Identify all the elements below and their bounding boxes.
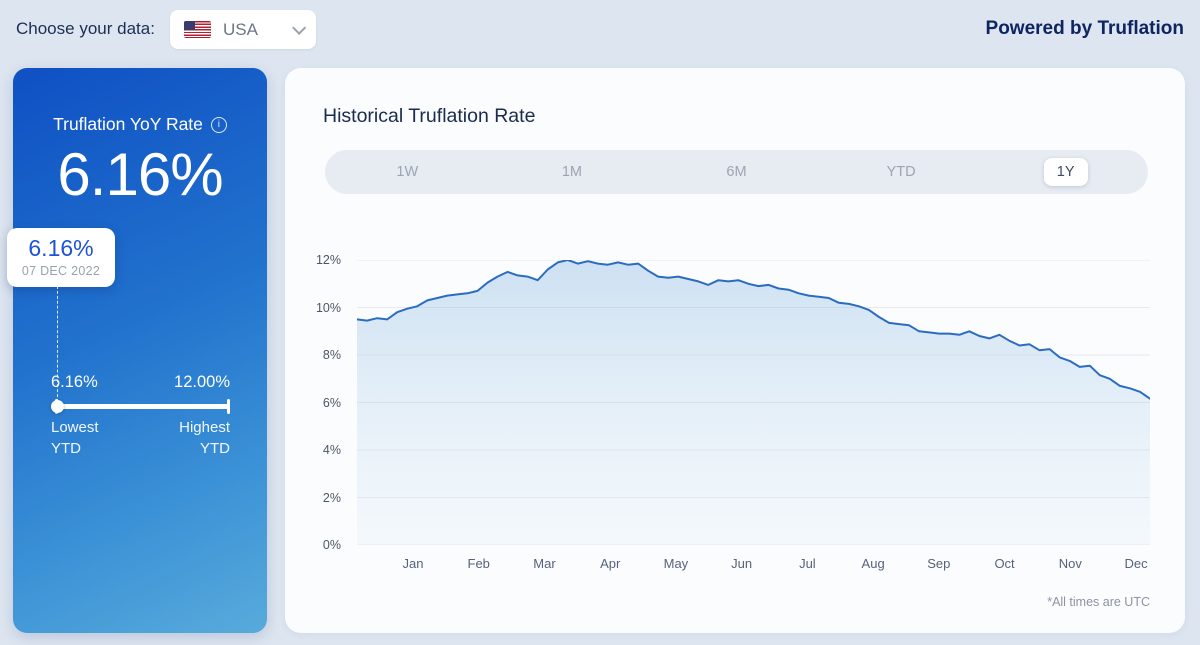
y-axis-label: 4% (322, 443, 341, 457)
yoy-card-title: Truflation YoY Rate (53, 114, 203, 134)
tooltip-dashed-connector (57, 286, 58, 402)
range-low-caption-line2: YTD (51, 440, 81, 457)
y-axis-label: 10% (315, 300, 341, 315)
range-low-caption: Lowest YTD (51, 417, 99, 459)
rate-area-fill (357, 260, 1150, 545)
y-axis-label: 6% (322, 395, 341, 410)
tab-label: 1W (396, 164, 419, 180)
x-axis-label: Jan (402, 556, 424, 571)
chevron-down-icon (292, 20, 307, 35)
tab-1w[interactable]: 1W (325, 150, 490, 194)
y-axis-label: 0% (322, 538, 341, 552)
y-axis: 12% 10% 8% 6% 4% 2% 0% (285, 253, 349, 552)
chart-title: Historical Truflation Rate (323, 105, 536, 127)
utc-footnote: *All times are UTC (1047, 595, 1150, 609)
tab-6m[interactable]: 6M (654, 150, 819, 194)
country-dropdown-value: USA (223, 19, 258, 39)
x-axis-label: Apr (600, 556, 621, 571)
top-bar: Choose your data: USA Powered by Truflat… (0, 0, 1200, 60)
info-icon[interactable]: i (210, 116, 227, 133)
tab-label: YTD (886, 164, 916, 180)
y-axis-label: 8% (322, 348, 341, 362)
x-axis-label: May (663, 556, 689, 571)
range-low-value: 6.16% (51, 373, 98, 391)
rate-area-chart (356, 259, 1151, 546)
choose-data-label: Choose your data: (16, 19, 155, 38)
tab-1y[interactable]: 1Y (983, 150, 1148, 194)
range-high-value: 12.00% (174, 373, 230, 391)
range-low-caption-line1: Lowest (51, 419, 99, 436)
x-axis-label: Oct (994, 556, 1015, 571)
range-track-right-cap (227, 399, 230, 414)
tab-1m[interactable]: 1M (490, 150, 655, 194)
yoy-rate-card: Truflation YoY Rate i 6.16% 6.16% 07 DEC… (7, 68, 267, 633)
range-high-caption: Highest YTD (179, 417, 230, 459)
usa-flag-icon (184, 21, 211, 38)
x-axis-label: Mar (533, 556, 556, 571)
y-axis-label: 2% (322, 490, 341, 505)
powered-by-label: Powered by Truflation (985, 18, 1184, 39)
range-slider-knob[interactable] (51, 400, 64, 413)
x-axis-label: Jun (731, 556, 753, 571)
tab-label: 1M (561, 164, 582, 180)
tab-label: 1Y (1043, 158, 1088, 186)
rate-chart-plot[interactable] (356, 259, 1151, 546)
tab-label: 6M (726, 164, 747, 180)
tooltip-value: 6.16% (28, 235, 94, 261)
x-axis-label: Nov (1058, 556, 1082, 571)
range-slider-track[interactable] (55, 404, 230, 409)
x-axis-label: Dec (1124, 556, 1148, 571)
tooltip-date: 07 DEC 2022 (21, 264, 101, 278)
y-axis-label: 12% (315, 253, 341, 267)
x-axis: Jan Feb Mar Apr May Jun Jul Aug Sep Oct Nov Dec (357, 556, 1150, 576)
rate-tooltip: 6.16% 07 DEC 2022 (7, 228, 115, 287)
x-axis-label: Aug (861, 556, 885, 571)
x-axis-label: Feb (467, 556, 490, 571)
yoy-card-title-row: Truflation YoY Rate i (13, 114, 267, 135)
time-range-tabbar: 1W 1M 6M YTD 1Y (325, 150, 1148, 194)
rate-line (356, 259, 1151, 400)
yoy-rate-value: 6.16% (57, 141, 223, 208)
historical-rate-card: Historical Truflation Rate 1W 1M 6M YTD 1Y 1… (285, 68, 1185, 633)
range-high-caption-line1: Highest (179, 419, 230, 436)
x-axis-label: Sep (927, 556, 951, 571)
range-high-caption-line2: YTD (200, 440, 230, 457)
country-dropdown[interactable]: USA (170, 10, 316, 49)
x-axis-label: Jul (799, 556, 816, 571)
tab-ytd[interactable]: YTD (819, 150, 984, 194)
